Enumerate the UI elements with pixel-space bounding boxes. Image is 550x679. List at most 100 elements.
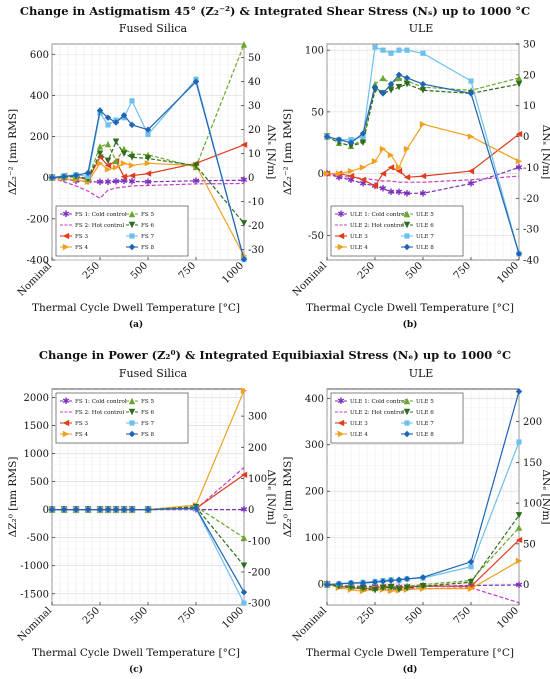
legend-marker	[128, 210, 136, 218]
data-point: ✱	[128, 177, 136, 187]
data-point	[468, 564, 474, 570]
y-tick-label: 500	[30, 477, 49, 488]
y-tick-label: -1000	[20, 561, 49, 572]
data-point: ✱	[387, 188, 395, 198]
legend-marker: ✱	[337, 210, 345, 220]
legend-box	[55, 205, 189, 257]
y2-tick-label: -10	[523, 163, 539, 174]
y2-tick-label: -30	[523, 225, 539, 236]
y-tick-label: 200	[305, 487, 324, 498]
legend-entry: FS 4	[75, 432, 88, 438]
y-tick-label: -400	[27, 256, 49, 267]
data-point	[359, 176, 367, 183]
data-point	[335, 136, 343, 143]
x-tick-label: 250	[356, 605, 377, 626]
data-point	[359, 585, 367, 592]
y2-tick-label: -100	[248, 536, 270, 547]
y2-axis-label: ΔNₑ [N/m]	[265, 469, 277, 524]
data-point	[395, 84, 403, 91]
legend: ✱ ULE 1: Cold control ULE 2: Hot control UL…	[330, 392, 464, 444]
panel-b-subtitle: ULE	[408, 22, 434, 35]
y-tick-label: 0	[318, 169, 324, 180]
series-8	[323, 71, 523, 258]
series-8	[48, 504, 248, 596]
data-point	[240, 534, 248, 541]
x-tick-label: 750	[177, 260, 198, 281]
data-point	[144, 160, 152, 167]
y2-tick-label: 0	[248, 173, 254, 184]
data-point	[387, 151, 395, 159]
panel-c-label: (c)	[129, 665, 143, 675]
data-point	[240, 41, 248, 48]
top-figure-title: Change in Astigmatism 45° (Z₂⁻²) & Integ…	[19, 4, 531, 18]
data-point	[145, 131, 151, 138]
series-line	[326, 173, 520, 183]
data-point	[96, 107, 104, 114]
legend-entry: FS 8	[141, 432, 154, 438]
data-point	[120, 112, 128, 119]
y2-tick-label: -20	[248, 221, 264, 232]
data-point	[240, 220, 248, 227]
chart-panel-c: -1500-1000-5000500100015002000-300-200-1…	[7, 387, 277, 644]
data-point	[515, 250, 523, 258]
data-point	[85, 173, 91, 180]
data-point	[144, 170, 152, 177]
data-point	[120, 150, 128, 157]
series-2	[326, 173, 520, 183]
series-line	[51, 140, 245, 224]
legend-entry: ULE 2: Hot control	[350, 223, 404, 229]
data-point	[112, 119, 120, 126]
legend-marker	[128, 243, 136, 251]
data-point	[144, 506, 152, 513]
data-point	[387, 164, 395, 171]
legend-marker	[128, 408, 136, 416]
data-point	[120, 173, 128, 180]
panel-d-xlabel: Thermal Cycle Dwell Temperature [°C]	[306, 647, 514, 659]
y2-tick-label: -300	[248, 599, 270, 610]
legend-entry: FS 2: Hot control	[75, 410, 124, 416]
y-tick-label: -50	[308, 231, 324, 242]
data-point: ✱	[395, 188, 403, 198]
data-point: ✱	[403, 189, 411, 199]
data-point	[515, 557, 523, 565]
x-tick-label: 500	[129, 605, 150, 626]
data-point	[120, 145, 128, 153]
panel-c-xlabel: Thermal Cycle Dwell Temperature [°C]	[32, 647, 240, 659]
data-point	[240, 471, 248, 479]
panel-b-label: (b)	[402, 320, 418, 330]
data-point	[387, 80, 395, 88]
data-point	[60, 506, 68, 513]
series-8	[48, 78, 248, 263]
data-point	[104, 162, 112, 169]
data-point	[359, 130, 367, 137]
data-point	[359, 164, 367, 171]
data-point	[241, 600, 247, 606]
data-point	[388, 50, 394, 56]
legend-marker	[404, 233, 410, 239]
data-point	[387, 583, 395, 591]
data-point: ✱	[240, 176, 248, 186]
y2-tick-label: 30	[248, 101, 261, 112]
panel-d-label: (d)	[402, 665, 418, 675]
y2-tick-label: 50	[523, 539, 536, 550]
data-point	[359, 579, 367, 587]
x-tick-label: 500	[404, 605, 425, 626]
y2-tick-label: -200	[248, 567, 270, 578]
data-point	[379, 584, 387, 592]
data-point	[515, 130, 523, 138]
data-point	[323, 133, 331, 140]
legend-entry: FS 3	[75, 421, 88, 427]
data-point	[128, 121, 136, 129]
legend-marker	[62, 430, 70, 438]
data-point: ✱	[104, 178, 112, 188]
y2-tick-label: 100	[523, 499, 542, 510]
legend-marker	[403, 221, 411, 229]
x-tick-label: 250	[356, 260, 377, 281]
legend-entry: FS 6	[141, 223, 154, 229]
legend-entry: ULE 6	[416, 410, 434, 416]
data-point	[419, 121, 427, 128]
series-4	[323, 121, 523, 177]
legend-entry: FS 8	[141, 245, 154, 251]
y-tick-label: 2000	[24, 393, 49, 404]
series-line	[51, 177, 245, 183]
